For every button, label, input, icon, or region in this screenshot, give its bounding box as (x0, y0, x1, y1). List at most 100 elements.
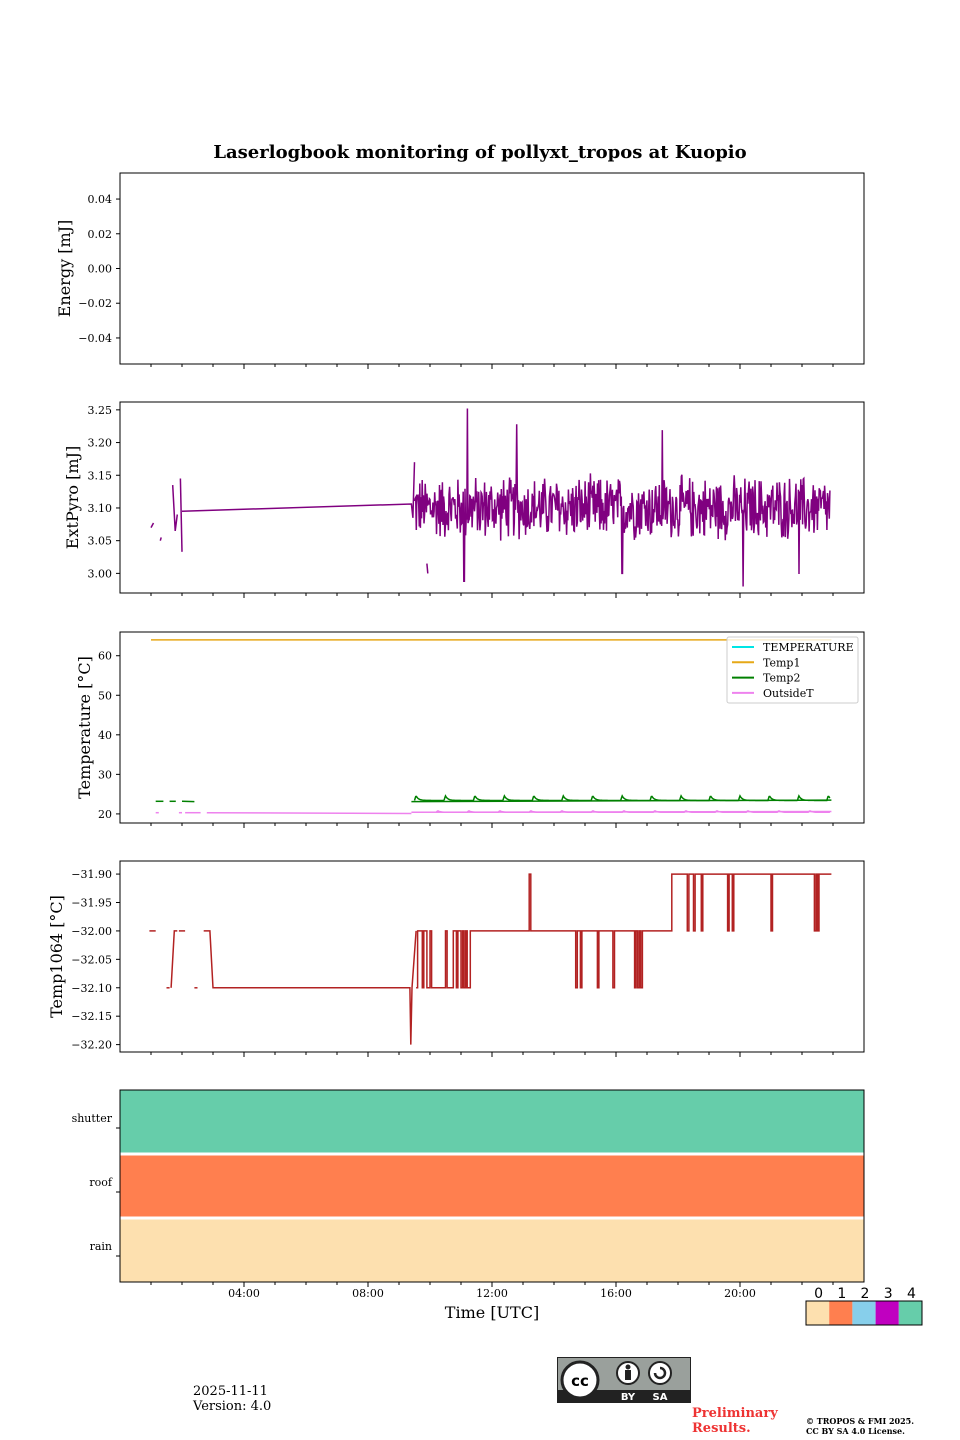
panel-frame (119, 631, 865, 824)
panel-extpyro: 3.25 3.20 3.15 3.10 3.05 3.00 ExtPyro [mJ] (63, 401, 865, 598)
y-tick-label: −32.00 (71, 925, 112, 938)
series-line-segment (150, 522, 155, 528)
y-tick-label: −0.02 (78, 297, 112, 310)
y-tick-label: 3.15 (88, 469, 113, 482)
series-OutsideT (155, 810, 832, 815)
x-axis: Time [UTC] 04:00 08:00 12:00 16:00 20:00 (150, 1282, 834, 1322)
series-noisy-line (413, 408, 831, 587)
series-step-line (416, 873, 832, 989)
colorbar-tick-label: 3 (884, 1286, 893, 1302)
x-tick-label: 12:00 (476, 1287, 508, 1300)
y-tick-label: 0.04 (88, 193, 113, 206)
panel-temp1064: −31.90 −31.95 −32.00 −32.05 −32.10 −32.15 −32.… (47, 860, 865, 1057)
y-tick-label: 30 (98, 768, 112, 781)
colorbar-cell-1 (829, 1301, 853, 1325)
y-tick-label: 3.00 (88, 567, 113, 580)
cc-license-badge: cc BY SA (557, 1357, 691, 1403)
x-axis-label: Time [UTC] (445, 1303, 539, 1322)
series-line-segment (179, 478, 183, 552)
colorbar-cell-2 (852, 1301, 876, 1325)
panel-frame (119, 401, 865, 594)
series-bump-line (435, 810, 830, 814)
panel-frame (119, 172, 865, 365)
y-tick-label: rain (90, 1240, 112, 1253)
y-tick-label: 3.20 (88, 437, 113, 450)
chart-title: Laserlogbook monitoring of pollyxt_tropo… (213, 142, 746, 163)
y-axis-label: Temperature [°C] (75, 656, 94, 799)
y-tick-label: 0.00 (88, 263, 113, 276)
y-tick-label: −31.90 (71, 868, 112, 881)
by-person-head (625, 1364, 631, 1370)
y-tick-label: 3.10 (88, 502, 113, 515)
legend-label: Temp2 (763, 672, 800, 685)
colorbar-tick-label: 0 (814, 1286, 823, 1302)
y-axis-label: Energy [mJ] (55, 220, 74, 318)
y-tick-label: 0.02 (88, 228, 113, 241)
sa-share-icon (648, 1361, 672, 1385)
y-tick-label: 20 (98, 808, 112, 821)
legend-label: Temp1 (763, 656, 800, 669)
y-tick-label: 40 (98, 729, 112, 742)
y-tick-label: −32.20 (71, 1039, 112, 1052)
colorbar-frame (805, 1300, 923, 1326)
panel-frame (119, 860, 865, 1053)
y-axis-label: Temp1064 [°C] (47, 895, 66, 1018)
footer-version: Version: 4.0 (193, 1399, 272, 1414)
series-ExtPyro (150, 408, 831, 587)
preliminary-line2: Results. (692, 1421, 751, 1436)
cc-sa-label: SA (653, 1392, 668, 1402)
panel-status: shutter roof rain (72, 1089, 865, 1283)
x-tick-label: 20:00 (724, 1287, 756, 1300)
y-tick-label: 60 (98, 650, 112, 663)
x-tick-label: 04:00 (228, 1287, 260, 1300)
x-tick-label: 08:00 (352, 1287, 384, 1300)
y-tick-label: −31.95 (71, 896, 112, 909)
series-line-segment (206, 811, 412, 815)
y-tick-label: −32.10 (71, 982, 112, 995)
y-tick-label: 3.05 (88, 535, 113, 548)
series-line-segment (159, 537, 162, 541)
plot-area (149, 873, 832, 1045)
legend-box (726, 636, 859, 704)
footer-date: 2025-11-11 (193, 1384, 268, 1399)
series-bump-line (413, 794, 831, 802)
x-tick-label: 16:00 (600, 1287, 632, 1300)
status-row-shutter (120, 1090, 864, 1154)
cc-badge-graphic: cc BY SA (558, 1360, 690, 1403)
plot-area (151, 639, 832, 815)
y-tick-label: 50 (98, 689, 112, 702)
plot-area (150, 408, 831, 587)
cc-icon-text: cc (571, 1372, 589, 1390)
series-line-segment (426, 563, 429, 574)
by-person-body (625, 1370, 631, 1380)
y-tick-label: −0.04 (78, 332, 112, 345)
copyright-line2: CC BY SA 4.0 License. (806, 1426, 905, 1436)
copyright-line1: © TROPOS & FMI 2025. (806, 1416, 915, 1426)
series-line-segment (170, 930, 178, 988)
panel-temperature: 60 50 40 30 20 Temperature [°C] TEMPERATURE Tem… (75, 631, 865, 828)
status-row-roof (120, 1154, 864, 1218)
colorbar-tick-label: 1 (837, 1286, 846, 1302)
legend-label: TEMPERATURE (763, 641, 854, 654)
status-row-rain (120, 1218, 864, 1282)
cc-by-label: BY (621, 1392, 636, 1402)
y-tick-label: 3.25 (88, 404, 113, 417)
series-Temp2 (155, 794, 832, 803)
cc-icon (560, 1360, 600, 1400)
preliminary-note: Preliminary Results. (692, 1406, 778, 1436)
y-axis-label: ExtPyro [mJ] (63, 446, 82, 549)
colorbar-cell-3 (875, 1301, 899, 1325)
y-tick-label: −32.15 (71, 1010, 112, 1023)
panel-energy: 0.04 0.02 0.00 −0.02 −0.04 Energy [mJ] (55, 172, 865, 369)
y-tick-label: shutter (72, 1112, 113, 1125)
copyright-note: © TROPOS & FMI 2025. CC BY SA 4.0 Licens… (806, 1416, 914, 1436)
colorbar-cell-0 (806, 1301, 830, 1325)
preliminary-line1: Preliminary (692, 1406, 778, 1421)
series-line-segment (203, 930, 417, 1045)
series-line-segment (181, 462, 416, 518)
series-line-segment (171, 485, 179, 531)
series-Temp1064 (149, 873, 832, 1045)
